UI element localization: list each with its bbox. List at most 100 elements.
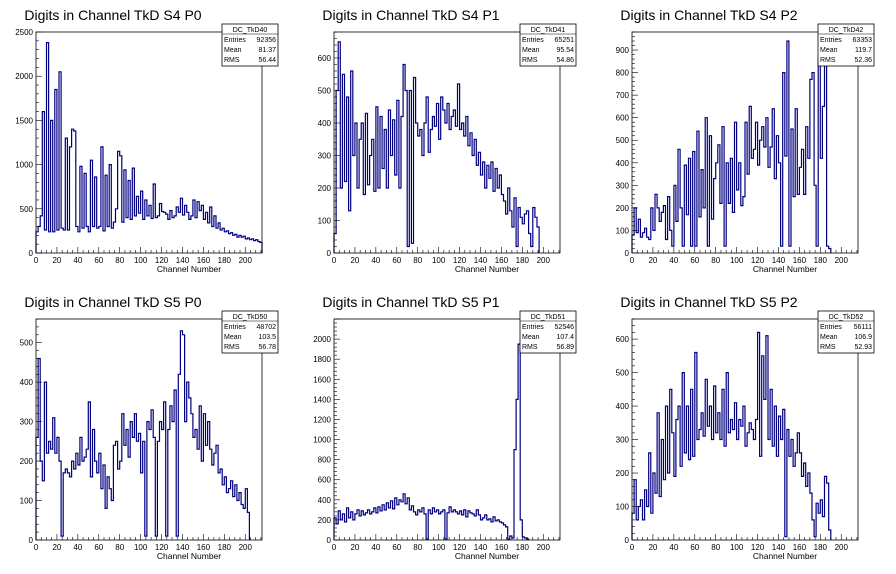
stats-box-name: DC_TkD42 (829, 27, 864, 34)
x-tick-label: 120 (155, 543, 169, 552)
stats-box: DC_TkD40 Entries 92356 Mean 81.37 RMS 56.44 (221, 23, 279, 67)
chart-title: Digits in Channel TkD S5 P1 (322, 294, 499, 310)
x-tick-label: 20 (52, 256, 61, 265)
y-tick-label: 1200 (313, 415, 331, 424)
x-tick-label: 140 (176, 543, 190, 552)
stats-box-frame (221, 23, 279, 67)
stats-box: DC_TkD52 Entries 56111 Mean 106.9 RMS 52.93 (817, 310, 875, 354)
x-tick-label: 140 (772, 543, 786, 552)
stats-label: Mean (820, 47, 838, 54)
x-tick-label: 180 (814, 256, 828, 265)
x-tick-label: 60 (94, 256, 103, 265)
x-axis-label: Channel Number (753, 551, 817, 561)
histogram-series-line (35, 42, 263, 253)
x-tick-label: 140 (176, 256, 190, 265)
x-tick-label: 160 (793, 256, 807, 265)
x-tick-label: 40 (73, 256, 82, 265)
chart-title: Digits in Channel TkD S4 P2 (620, 7, 797, 23)
x-tick-label: 60 (690, 256, 699, 265)
stats-box-frame (817, 23, 875, 67)
x-tick-label: 40 (371, 256, 380, 265)
stats-label: Entries (522, 324, 544, 331)
stats-box-name: DC_TkD51 (531, 314, 566, 321)
stats-box: DC_TkD51 Entries 52546 Mean 107.4 RMS 56.89 (519, 310, 577, 354)
chart-title: Digits in Channel TkD S5 P0 (24, 294, 201, 310)
stats-label: RMS (820, 344, 836, 351)
histogram-panel: Digits in Channel TkD S4 P0 0 20 40 60 80 100 1… (15, 7, 279, 274)
x-tick-label: 120 (751, 543, 765, 552)
stats-value: 56111 (854, 324, 873, 331)
stats-label: Mean (820, 334, 838, 341)
x-tick-label: 100 (730, 256, 744, 265)
x-tick-label: 0 (332, 543, 337, 552)
y-tick-label: 100 (318, 217, 332, 226)
stats-value: 52.36 (854, 57, 872, 64)
x-tick-label: 120 (155, 256, 169, 265)
x-tick-label: 140 (772, 256, 786, 265)
y-tick-label: 400 (20, 378, 34, 387)
stats-value: 56.89 (556, 344, 574, 351)
plot-frame (631, 31, 859, 254)
histogram-panel: Digits in Channel TkD S5 P2 0 20 40 60 80 100 1… (616, 294, 875, 561)
x-tick-label: 0 (630, 543, 635, 552)
plot-frame (631, 318, 859, 541)
x-tick-label: 200 (239, 543, 253, 552)
histogram-panel: Digits in Channel TkD S5 P0 0 20 40 60 80 100 1… (20, 294, 279, 561)
x-tick-label: 180 (814, 543, 828, 552)
stats-box-name: DC_TkD41 (531, 27, 566, 34)
y-tick-label: 300 (616, 181, 630, 190)
y-tick-label: 600 (616, 335, 630, 344)
y-tick-label: 0 (625, 536, 630, 545)
y-tick-label: 400 (616, 159, 630, 168)
x-tick-label: 100 (730, 543, 744, 552)
plot-frame (35, 31, 263, 254)
y-tick-label: 2500 (15, 28, 33, 37)
y-tick-label: 100 (20, 497, 34, 506)
y-tick-label: 0 (625, 249, 630, 258)
stats-box-frame (519, 23, 577, 67)
histogram-series-line (631, 40, 832, 253)
stats-value: 56.44 (258, 57, 276, 64)
x-tick-label: 180 (516, 256, 530, 265)
stats-value: 52.93 (854, 344, 872, 351)
stats-box-frame (519, 310, 577, 354)
stats-box-name: DC_TkD40 (233, 27, 268, 34)
histogram-panel: Digits in Channel TkD S4 P1 0 20 40 60 80 100 1… (318, 7, 577, 274)
x-tick-label: 0 (34, 543, 39, 552)
x-tick-label: 40 (669, 256, 678, 265)
x-tick-label: 80 (115, 543, 124, 552)
y-tick-label: 0 (29, 249, 34, 258)
x-tick-label: 60 (94, 543, 103, 552)
stats-box: DC_TkD41 Entries 65251 Mean 95.54 RMS 54.86 (519, 23, 577, 67)
stats-label: RMS (522, 57, 538, 64)
stats-label: Entries (522, 37, 544, 44)
stats-value: 92356 (257, 37, 277, 44)
x-tick-label: 60 (392, 543, 401, 552)
y-tick-label: 200 (616, 204, 630, 213)
histogram-panel: Digits in Channel TkD S5 P1 0 20 40 60 80 100 1… (313, 294, 577, 561)
x-tick-label: 120 (453, 543, 467, 552)
stats-box-name: DC_TkD52 (829, 314, 864, 321)
x-tick-label: 160 (197, 543, 211, 552)
x-tick-label: 120 (751, 256, 765, 265)
y-tick-label: 100 (616, 503, 630, 512)
stats-value: 81.37 (258, 47, 276, 54)
x-tick-label: 180 (516, 543, 530, 552)
y-tick-label: 500 (20, 205, 34, 214)
histogram-panel: Digits in Channel TkD S4 P2 0 20 40 60 80 100 1… (616, 7, 875, 274)
x-tick-label: 160 (495, 256, 509, 265)
y-tick-label: 300 (20, 418, 34, 427)
x-tick-label: 100 (432, 256, 446, 265)
y-tick-label: 700 (616, 91, 630, 100)
x-tick-label: 180 (218, 543, 232, 552)
stats-label: RMS (820, 57, 836, 64)
x-tick-label: 80 (711, 543, 720, 552)
y-tick-label: 600 (318, 54, 332, 63)
x-tick-label: 0 (332, 256, 337, 265)
y-tick-label: 400 (318, 119, 332, 128)
x-tick-label: 20 (648, 256, 657, 265)
x-tick-label: 80 (711, 256, 720, 265)
x-tick-label: 20 (350, 256, 359, 265)
x-tick-label: 200 (835, 543, 849, 552)
y-tick-label: 2000 (15, 72, 33, 81)
